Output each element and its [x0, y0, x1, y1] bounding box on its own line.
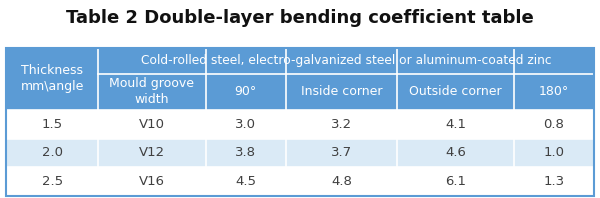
Text: 4.5: 4.5 — [235, 175, 256, 188]
Bar — [514, 139, 594, 167]
Bar — [6, 48, 98, 110]
Bar — [397, 167, 514, 196]
Bar — [6, 167, 98, 196]
Bar — [397, 110, 514, 139]
Text: V12: V12 — [139, 147, 165, 159]
Text: 4.1: 4.1 — [445, 118, 466, 131]
Text: 3.0: 3.0 — [235, 118, 256, 131]
Text: 180°: 180° — [539, 85, 569, 98]
Bar — [98, 139, 206, 167]
Text: 0.8: 0.8 — [544, 118, 565, 131]
Text: 2.0: 2.0 — [41, 147, 62, 159]
Text: 6.1: 6.1 — [445, 175, 466, 188]
Bar — [6, 48, 594, 196]
Bar — [98, 167, 206, 196]
Text: Table 2 Double-layer bending coefficient table: Table 2 Double-layer bending coefficient… — [66, 9, 534, 27]
Text: V16: V16 — [139, 175, 165, 188]
Text: Mould groove
width: Mould groove width — [109, 77, 194, 106]
Bar — [397, 139, 514, 167]
Text: 4.6: 4.6 — [445, 147, 466, 159]
Bar — [206, 139, 286, 167]
Bar — [397, 73, 514, 110]
Text: 3.7: 3.7 — [331, 147, 352, 159]
Bar — [98, 48, 594, 73]
Text: 1.0: 1.0 — [544, 147, 565, 159]
Bar — [98, 73, 206, 110]
Text: 1.3: 1.3 — [544, 175, 565, 188]
Text: Thickness
mm\angle: Thickness mm\angle — [20, 64, 84, 93]
Text: 3.2: 3.2 — [331, 118, 352, 131]
Text: Cold-rolled steel, electro-galvanized steel or aluminum-coated zinc: Cold-rolled steel, electro-galvanized st… — [141, 54, 551, 67]
Bar — [286, 73, 397, 110]
Text: V10: V10 — [139, 118, 165, 131]
Bar — [206, 167, 286, 196]
Bar — [286, 139, 397, 167]
Text: Inside corner: Inside corner — [301, 85, 382, 98]
Text: 90°: 90° — [235, 85, 257, 98]
Text: 3.8: 3.8 — [235, 147, 256, 159]
Bar — [206, 110, 286, 139]
Bar — [98, 110, 206, 139]
Bar — [514, 167, 594, 196]
Text: 4.8: 4.8 — [331, 175, 352, 188]
Bar — [6, 110, 98, 139]
Bar — [514, 110, 594, 139]
Text: 1.5: 1.5 — [41, 118, 63, 131]
Bar — [206, 73, 286, 110]
Bar — [6, 139, 98, 167]
Bar — [514, 73, 594, 110]
Text: 2.5: 2.5 — [41, 175, 63, 188]
Text: Outside corner: Outside corner — [409, 85, 502, 98]
Bar — [286, 110, 397, 139]
Bar — [286, 167, 397, 196]
